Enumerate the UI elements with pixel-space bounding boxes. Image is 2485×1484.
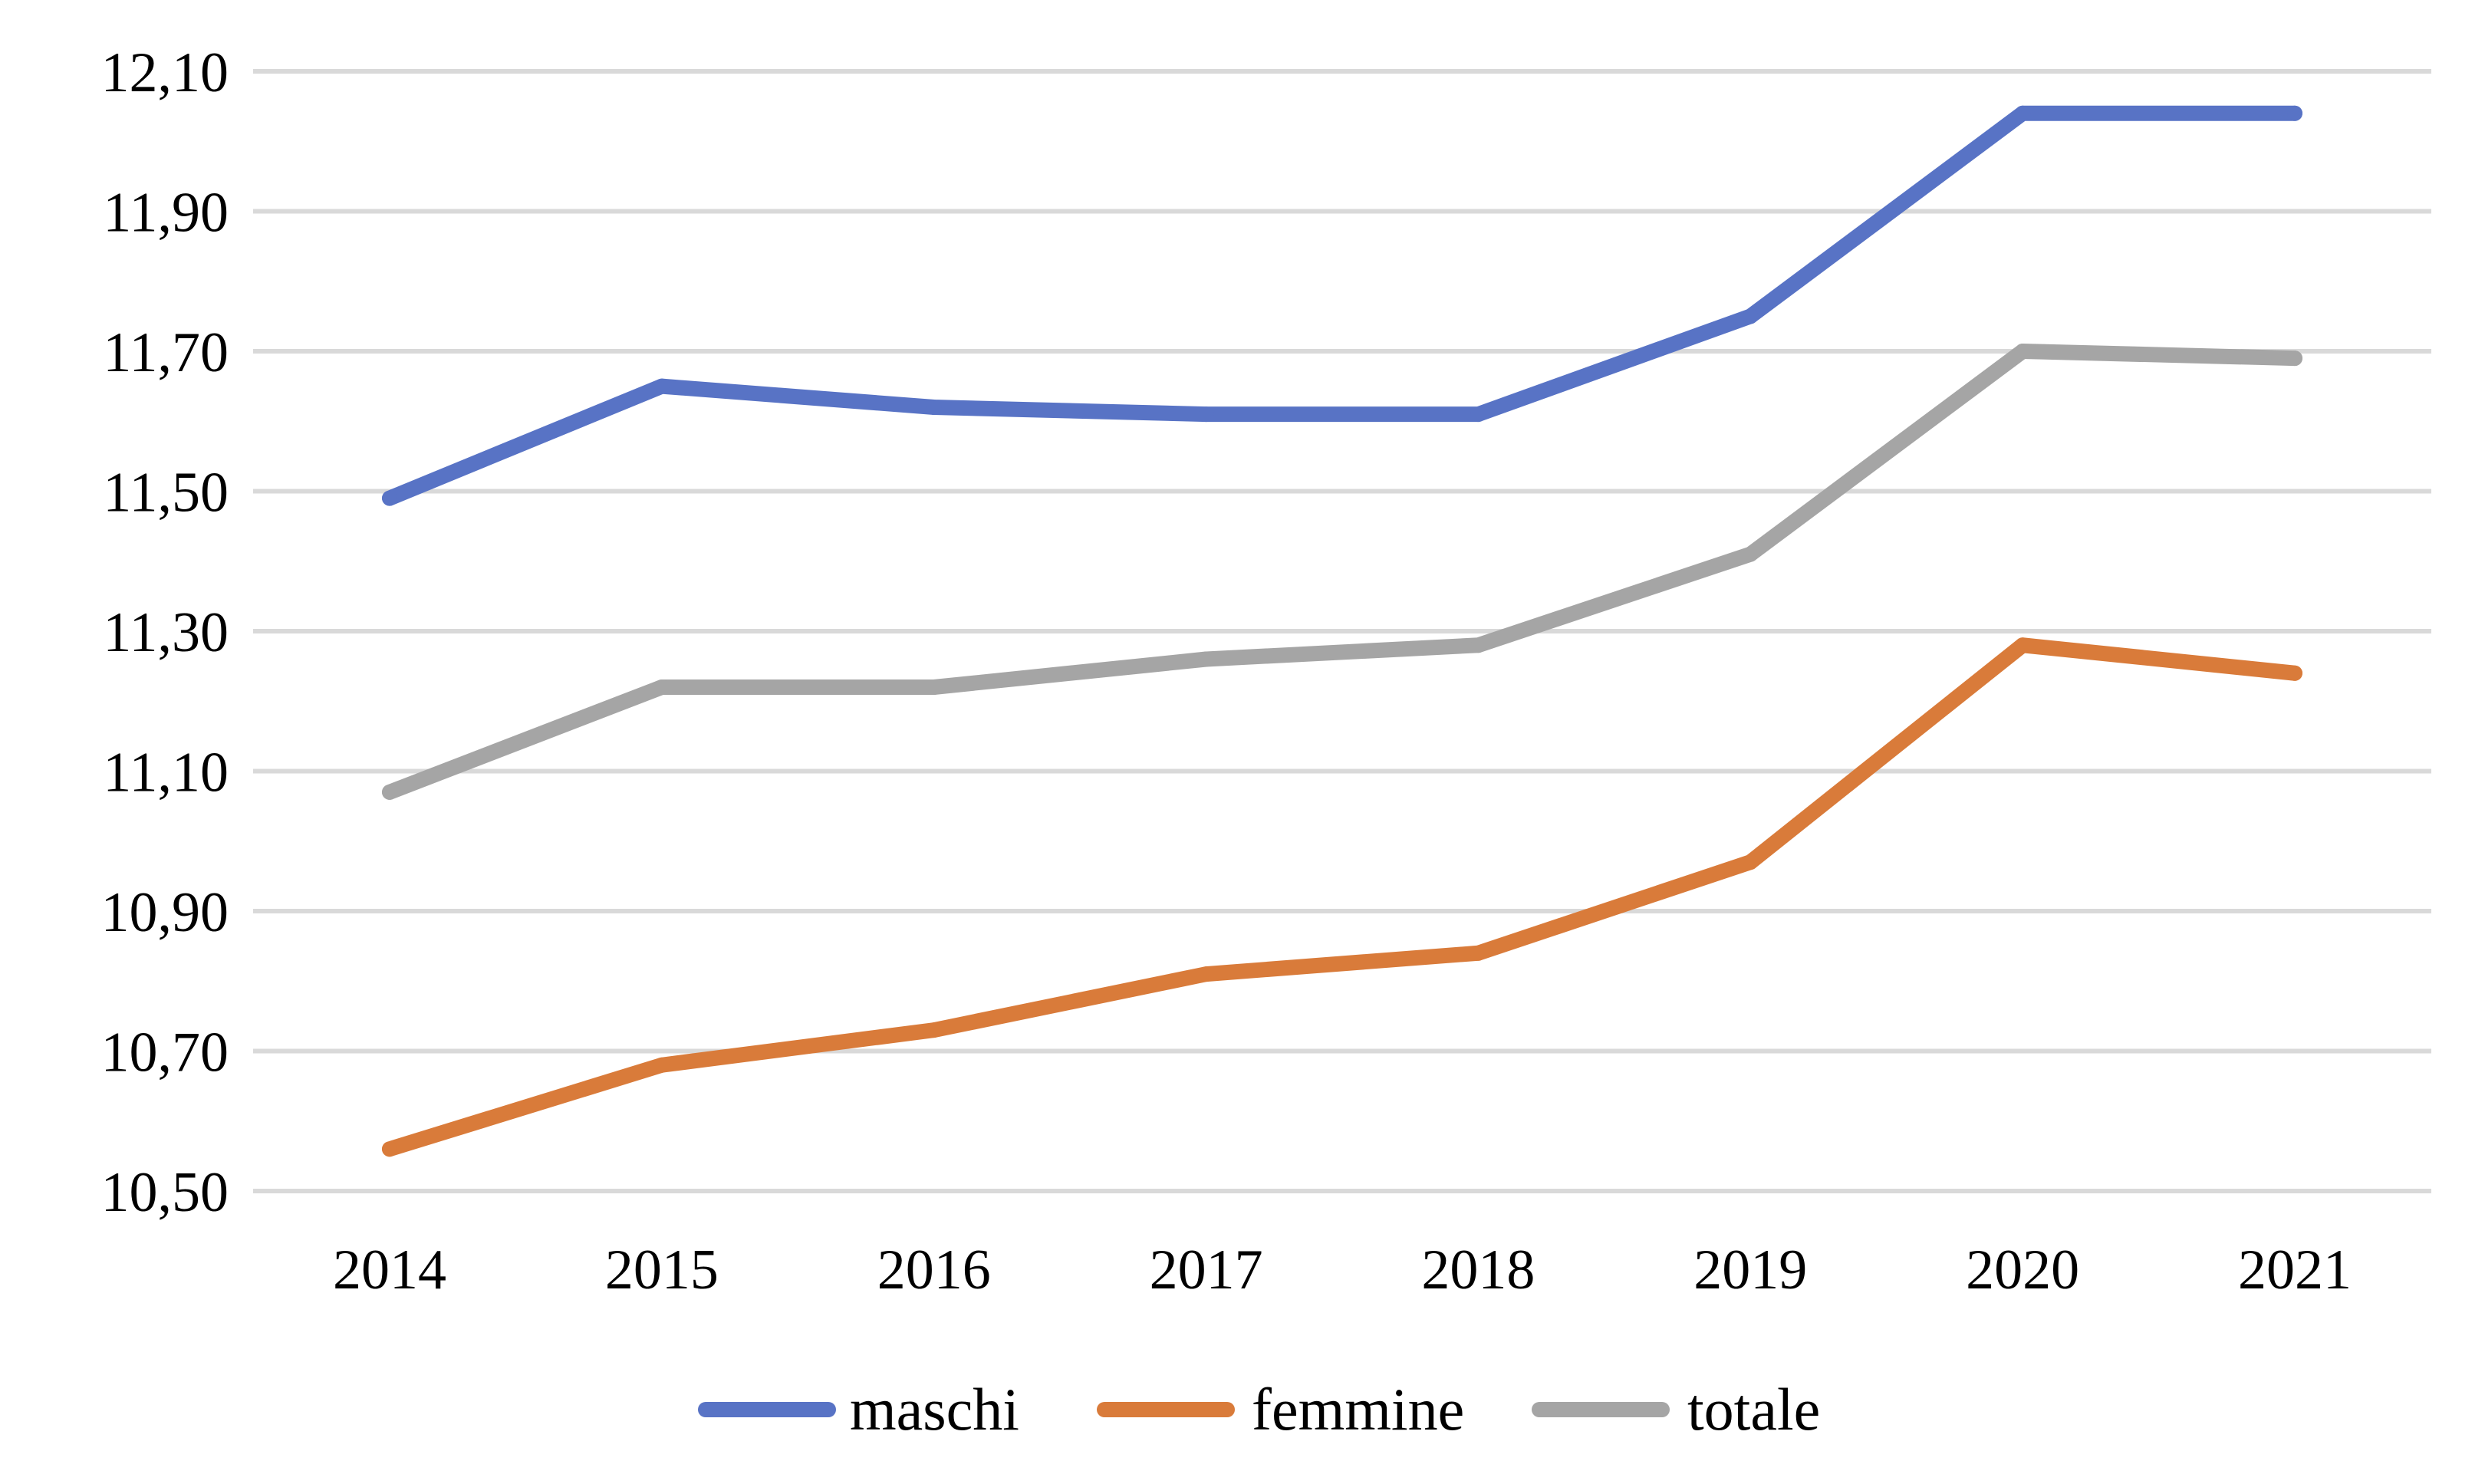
data-point-maschi (382, 490, 397, 506)
x-tick-label: 2014 (333, 1239, 446, 1301)
data-point-totale (653, 679, 670, 695)
data-point-femmine (2287, 665, 2302, 681)
data-point-femmine (1198, 966, 1214, 982)
y-tick-label: 11,70 (103, 321, 229, 384)
y-tick-label: 11,90 (103, 182, 229, 245)
y-axis-tick-labels: 10,50 10,70 10,90 11,10 11,30 11,50 11,70 11,90… (101, 41, 229, 1224)
data-point-totale (926, 679, 942, 695)
y-tick-label: 10,70 (101, 1022, 229, 1084)
y-tick-label: 10,50 (101, 1161, 229, 1224)
data-point-femmine (382, 1141, 397, 1157)
data-point-maschi (1743, 308, 1759, 324)
y-tick-label: 12,10 (101, 41, 229, 104)
legend: maschi femmine totale (698, 1376, 1820, 1443)
legend-label: femmine (1252, 1376, 1464, 1443)
data-point-totale (2287, 350, 2302, 367)
series-line-femmine (382, 637, 2302, 1157)
x-tick-label: 2018 (1421, 1239, 1535, 1301)
series-line-totale (382, 344, 2302, 800)
x-tick-label: 2017 (1150, 1239, 1263, 1301)
data-point-femmine (1743, 854, 1759, 870)
data-point-maschi (1198, 406, 1214, 423)
y-tick-label: 10,90 (101, 881, 229, 944)
data-point-totale (382, 784, 397, 800)
legend-label: totale (1687, 1376, 1820, 1443)
data-point-totale (1198, 651, 1214, 667)
data-point-maschi (926, 400, 942, 415)
data-point-femmine (2015, 637, 2031, 653)
x-tick-label: 2016 (877, 1239, 991, 1301)
gridlines (253, 69, 2431, 1193)
x-tick-label: 2015 (605, 1239, 719, 1301)
legend-item-maschi: maschi (698, 1376, 1019, 1443)
data-point-totale (2015, 344, 2031, 359)
x-tick-label: 2019 (1693, 1239, 1807, 1301)
x-tick-label: 2021 (2238, 1239, 2352, 1301)
y-tick-label: 11,50 (103, 462, 229, 525)
data-point-maschi (653, 378, 670, 394)
legend-item-totale: totale (1532, 1376, 1820, 1443)
series-line-maschi (382, 105, 2302, 506)
data-point-femmine (1470, 945, 1486, 961)
data-point-totale (1470, 637, 1486, 653)
series-lines (382, 105, 2302, 1157)
data-point-maschi (1470, 406, 1486, 423)
data-point-femmine (926, 1022, 942, 1038)
data-point-femmine (653, 1057, 670, 1073)
legend-item-femmine: femmine (1097, 1376, 1464, 1443)
legend-label: maschi (850, 1376, 1019, 1443)
y-tick-label: 11,10 (103, 742, 229, 805)
x-tick-label: 2020 (1966, 1239, 2079, 1301)
data-point-totale (1743, 546, 1759, 562)
data-point-maschi (2287, 105, 2302, 121)
data-point-maschi (2015, 105, 2031, 121)
x-axis-tick-labels: 2014 2015 2016 2017 2018 2019 2020 2021 (333, 1239, 2352, 1301)
y-tick-label: 11,30 (103, 601, 229, 664)
